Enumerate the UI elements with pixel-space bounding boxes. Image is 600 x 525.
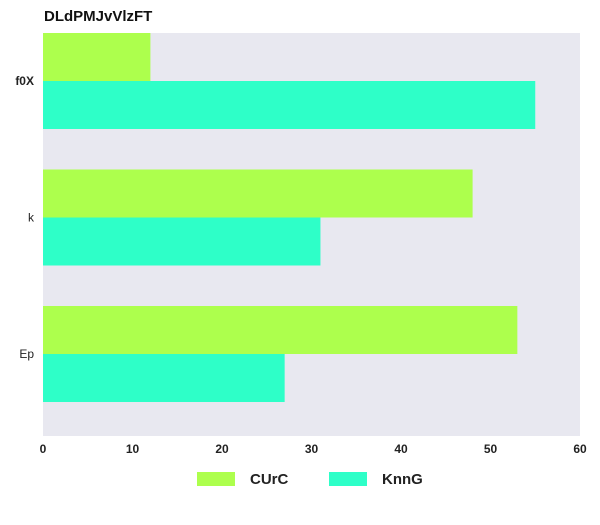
- x-tick-label: 40: [394, 442, 408, 456]
- x-tick-label: 20: [215, 442, 229, 456]
- x-tick-label: 60: [573, 442, 587, 456]
- y-axis-labels: f0X k Ep: [15, 74, 35, 361]
- chart-title: DLdPMJvVlzFT: [44, 8, 153, 25]
- x-tick-label: 0: [40, 442, 47, 456]
- bar-knng-ep: [43, 354, 285, 402]
- legend-swatch-knng: [329, 472, 367, 486]
- bars-group: [43, 33, 536, 402]
- x-tick-label: 10: [126, 442, 140, 456]
- legend-swatch-curc: [197, 472, 235, 486]
- legend-item-knng: KnnG: [329, 466, 423, 492]
- legend: CUrC KnnG: [0, 466, 600, 492]
- bar-knng-f0x: [43, 81, 536, 129]
- bar-curc-f0x: [43, 33, 151, 81]
- bar-knng-k: [43, 217, 321, 266]
- x-tick-label: 50: [484, 442, 498, 456]
- legend-label-curc: CUrC: [250, 470, 289, 488]
- bar-curc-ep: [43, 306, 518, 354]
- legend-item-curc: CUrC: [197, 466, 288, 492]
- y-tick-label: k: [28, 211, 35, 225]
- y-tick-label: Ep: [19, 347, 34, 361]
- legend-label-knng: KnnG: [382, 470, 423, 488]
- x-tick-label: 30: [305, 442, 319, 456]
- bar-curc-k: [43, 169, 473, 218]
- y-tick-label: f0X: [15, 74, 34, 88]
- x-axis-labels: 0 10 20 30 40 50 60: [40, 442, 587, 456]
